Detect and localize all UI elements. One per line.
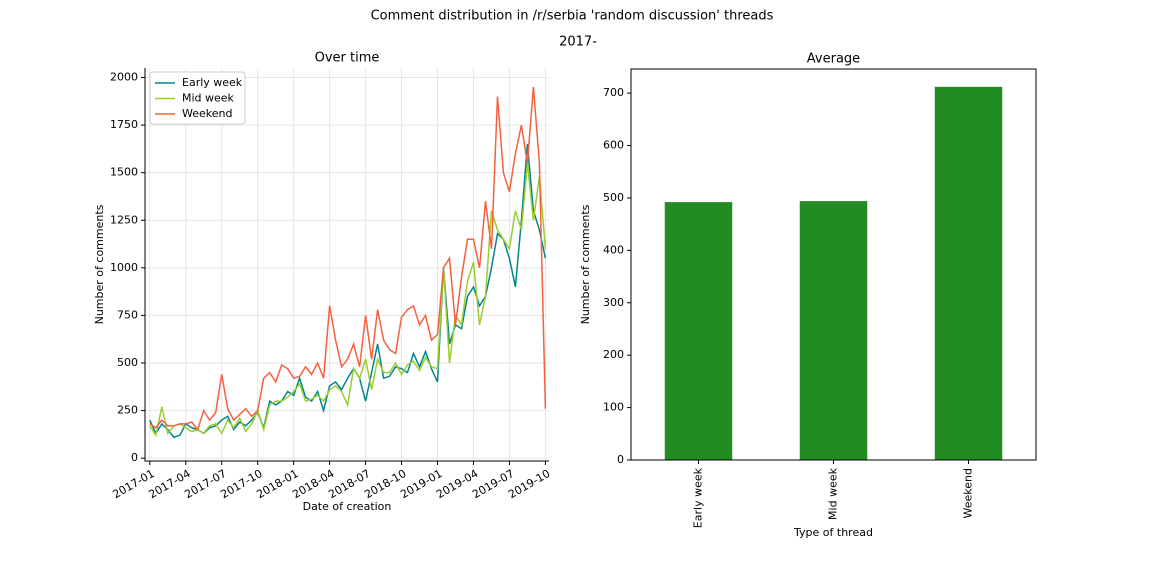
- bar: [799, 201, 868, 460]
- x-axis-label: Type of thread: [793, 526, 873, 539]
- y-tick-label: 600: [603, 139, 624, 152]
- line-series: [149, 163, 547, 438]
- bar: [664, 202, 733, 460]
- y-axis-label: Number of comments: [579, 204, 592, 324]
- y-tick-label: 0: [131, 451, 138, 464]
- legend-box: [149, 71, 246, 125]
- figure-subtitle: 2017-: [559, 35, 597, 50]
- y-tick-label: 0: [617, 453, 624, 466]
- line-series: [149, 86, 547, 432]
- x-tick-label: 2019-10: [506, 467, 552, 501]
- x-axis-label: Date of creation: [303, 500, 392, 513]
- y-tick-label: 500: [603, 191, 624, 204]
- y-tick-label: 500: [117, 356, 138, 369]
- axis-frame: [630, 68, 1037, 461]
- axis-title: Average: [807, 52, 860, 67]
- y-tick-label: 250: [117, 404, 138, 417]
- y-tick-label: 750: [117, 308, 138, 321]
- line-series: [149, 144, 547, 439]
- x-tick-label: Weekend: [962, 468, 975, 518]
- legend-label: Mid week: [182, 92, 235, 105]
- x-tick-label: Early week: [692, 467, 705, 528]
- x-tick-label: Mid week: [827, 467, 840, 520]
- y-tick-label: 400: [603, 243, 624, 256]
- bar: [934, 86, 1003, 460]
- y-tick-label: 1000: [110, 261, 138, 274]
- y-tick-label: 1500: [110, 166, 138, 179]
- axis-title: Over time: [315, 51, 380, 66]
- y-tick-label: 2000: [110, 71, 138, 84]
- y-tick-label: 200: [603, 348, 624, 361]
- y-tick-label: 1750: [110, 118, 138, 131]
- axis-spines: [144, 68, 549, 462]
- legend-label: Weekend: [182, 107, 232, 120]
- y-tick-label: 1250: [110, 213, 138, 226]
- legend-label: Early week: [182, 76, 243, 89]
- y-tick-label: 300: [603, 296, 624, 309]
- y-axis-label: Number of comments: [93, 204, 106, 324]
- figure-title: Comment distribution in /r/serbia 'rando…: [371, 9, 774, 24]
- y-tick-label: 100: [603, 401, 624, 414]
- y-tick-label: 700: [603, 86, 624, 99]
